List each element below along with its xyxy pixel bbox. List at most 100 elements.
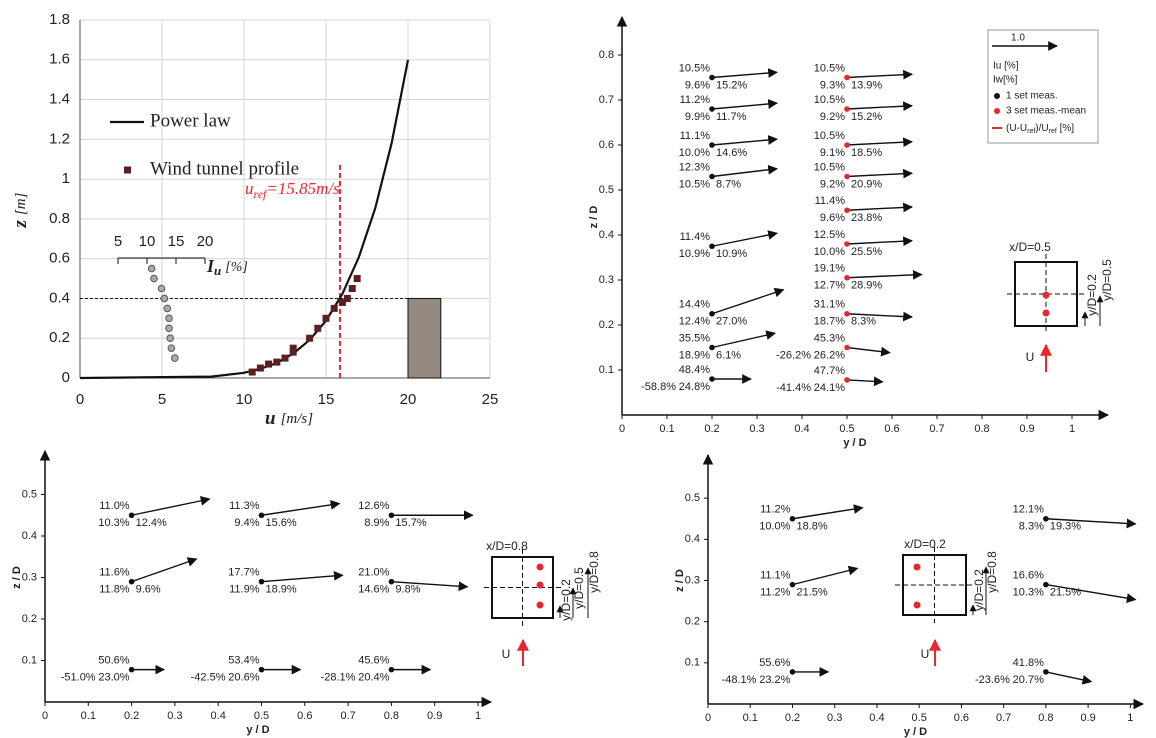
iu-label: 55.6% xyxy=(759,657,790,669)
measurement-point xyxy=(709,106,715,112)
iw-label: 20.6% xyxy=(228,672,259,684)
deviation-label: 8.7% xyxy=(716,178,741,190)
iu-label: 31.1% xyxy=(814,299,845,311)
velocity-vector xyxy=(261,500,341,516)
measurement-point xyxy=(844,207,850,214)
x-axis-label: y / D xyxy=(246,724,269,736)
x-tick-label: 0.8 xyxy=(1038,712,1053,724)
x-tick-label: 0.3 xyxy=(749,423,764,435)
deviation-label: 8.3% xyxy=(851,316,876,328)
x-tick-label: 0.5 xyxy=(254,710,269,722)
iu-tick-label: 5 xyxy=(114,233,122,250)
legend-deviation: (U-Uref)/Uref [%] xyxy=(1006,123,1074,135)
iu-point xyxy=(171,354,179,362)
reference-label: uref=15.85m/s xyxy=(245,179,340,201)
legend-deviation-part: [%] xyxy=(1057,123,1074,134)
deviation-label: 9.6% xyxy=(136,584,161,596)
measurement-point xyxy=(709,310,715,317)
plan-point xyxy=(536,581,544,589)
iu-point xyxy=(163,304,172,313)
y-tick-label: 0.8 xyxy=(49,210,70,227)
velocity-vector xyxy=(846,69,913,80)
iu-label: 11.4% xyxy=(680,231,711,243)
y-tick-label: 0.3 xyxy=(22,571,37,583)
iu-label: 12.1% xyxy=(1013,504,1044,516)
x-tick-label: 25 xyxy=(482,391,499,408)
iu-label: 19.1% xyxy=(814,263,845,275)
y-tick-label: 0.3 xyxy=(685,574,700,586)
profile-point xyxy=(322,314,330,322)
plan-point xyxy=(913,563,921,571)
x-tick-label: 0.1 xyxy=(81,710,96,722)
x-tick-label: 0.6 xyxy=(297,710,312,722)
measurement-point xyxy=(388,512,395,519)
x-tick-label: 0.9 xyxy=(1019,423,1034,435)
deviation-label: 18.8% xyxy=(796,521,827,533)
iw-label: 18.7% xyxy=(814,316,845,328)
y-tick-label: 1.6 xyxy=(49,51,70,68)
iu-sub: u xyxy=(214,263,221,278)
legend-deviation-part: ref xyxy=(1027,128,1035,135)
measurement-point xyxy=(258,512,265,519)
measurement-point xyxy=(789,515,796,522)
iu-label: 11.3% xyxy=(229,500,260,512)
measurement-point xyxy=(844,173,850,180)
legend-label: Wind tunnel profile xyxy=(150,158,299,179)
deviation-label: -28.1% xyxy=(321,672,356,684)
iu-label: 12.5% xyxy=(814,229,845,241)
measurement-point xyxy=(709,243,715,250)
y-tick-label: 1.8 xyxy=(49,11,70,28)
velocity-vector xyxy=(846,269,923,280)
y-tick-label: 1 xyxy=(62,170,70,187)
iw-label: 14.6% xyxy=(358,584,389,596)
legend-box xyxy=(987,29,1099,144)
velocity-vector xyxy=(711,164,778,178)
y-tick-label: 0.8 xyxy=(599,49,614,61)
iw-label: 23.2% xyxy=(759,674,790,686)
y-tick-label: 0.2 xyxy=(49,329,70,346)
inset-label: U xyxy=(502,647,511,661)
reference-symbol: u xyxy=(245,179,254,198)
measurement-point xyxy=(709,142,715,148)
iu-point xyxy=(147,264,156,273)
y-tick-label: 0.4 xyxy=(22,530,37,542)
inset-label: y/D=0.2 xyxy=(972,569,986,611)
velocity-vector xyxy=(1045,671,1093,685)
measurement-point xyxy=(844,377,850,383)
deviation-label: 12.4% xyxy=(136,517,167,529)
measurement-point xyxy=(128,578,135,585)
velocity-vector xyxy=(131,496,211,516)
iu-label: 14.4% xyxy=(679,299,710,311)
iu-point xyxy=(165,314,173,323)
deviation-label: 13.9% xyxy=(851,79,882,91)
iu-label: 11.1% xyxy=(760,570,791,582)
iw-label: 9.4% xyxy=(234,517,259,529)
iu-label: 11.4% xyxy=(815,195,846,207)
velocity-vector xyxy=(1045,583,1137,603)
iw-label: 9.3% xyxy=(820,79,845,91)
x-tick-label: 0.3 xyxy=(167,710,182,722)
x-symbol: u xyxy=(265,408,276,429)
iw-label: 20.4% xyxy=(358,672,389,684)
iu-label: 50.6% xyxy=(98,655,129,667)
x-tick-label: 0.2 xyxy=(704,423,719,435)
iu-label: 11.6% xyxy=(99,567,130,579)
profile-point xyxy=(314,324,322,332)
iu-label: 10.5% xyxy=(814,161,845,173)
deviation-label: 20.9% xyxy=(851,178,882,190)
velocity-vector xyxy=(711,68,778,79)
y-tick-label: 1.4 xyxy=(49,91,70,108)
x-tick-label: 0.6 xyxy=(954,712,969,724)
y-tick-label: 0.1 xyxy=(22,654,37,666)
plan-point xyxy=(1042,309,1050,317)
deviation-label: 19.3% xyxy=(1050,521,1081,533)
x-axis-label: y / D xyxy=(843,437,866,449)
profile-point xyxy=(281,354,289,362)
x-tick-label: 0.1 xyxy=(743,712,758,724)
profile-point xyxy=(265,360,273,368)
deviation-label: 14.6% xyxy=(716,147,747,159)
velocity-vector xyxy=(846,236,913,247)
iu-point xyxy=(167,344,176,352)
y-tick-label: 0.5 xyxy=(685,492,700,504)
profile-point xyxy=(348,285,356,292)
